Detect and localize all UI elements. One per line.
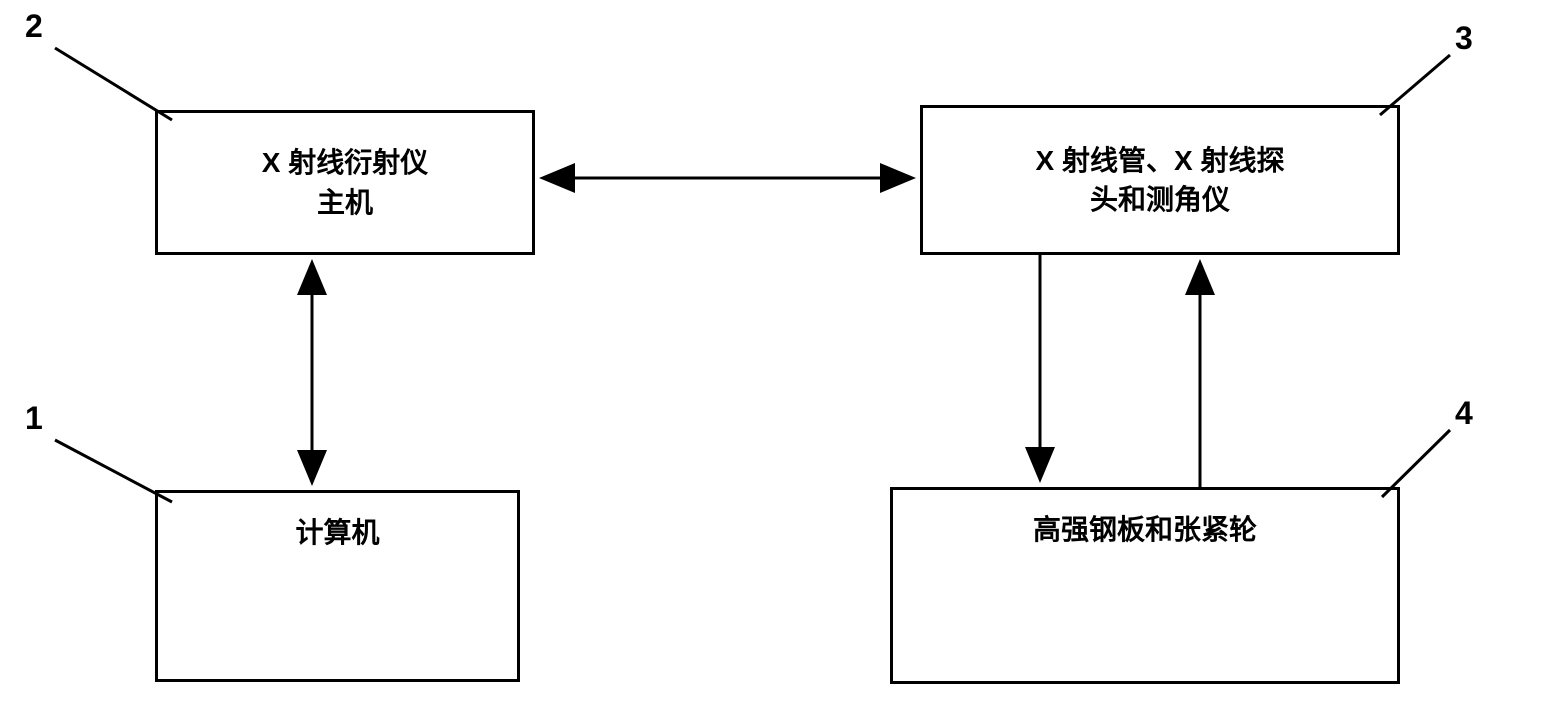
box-xray-diffractometer-host: X 射线衍射仪主机 (155, 110, 535, 255)
callout-1: 1 (25, 400, 43, 437)
box4-label: 高强钢板和张紧轮 (1033, 510, 1257, 549)
callout-2: 2 (25, 8, 43, 45)
box2-label: X 射线衍射仪主机 (262, 143, 428, 221)
box-xray-tube-detector-goniometer: X 射线管、X 射线探头和测角仪 (920, 105, 1400, 255)
box-steel-plate-tensioner: 高强钢板和张紧轮 (890, 487, 1400, 684)
box3-label: X 射线管、X 射线探头和测角仪 (1036, 141, 1285, 219)
callout-3: 3 (1455, 20, 1473, 57)
callout-4: 4 (1455, 395, 1473, 432)
box-computer: 计算机 (155, 490, 520, 682)
box1-label: 计算机 (295, 513, 379, 552)
